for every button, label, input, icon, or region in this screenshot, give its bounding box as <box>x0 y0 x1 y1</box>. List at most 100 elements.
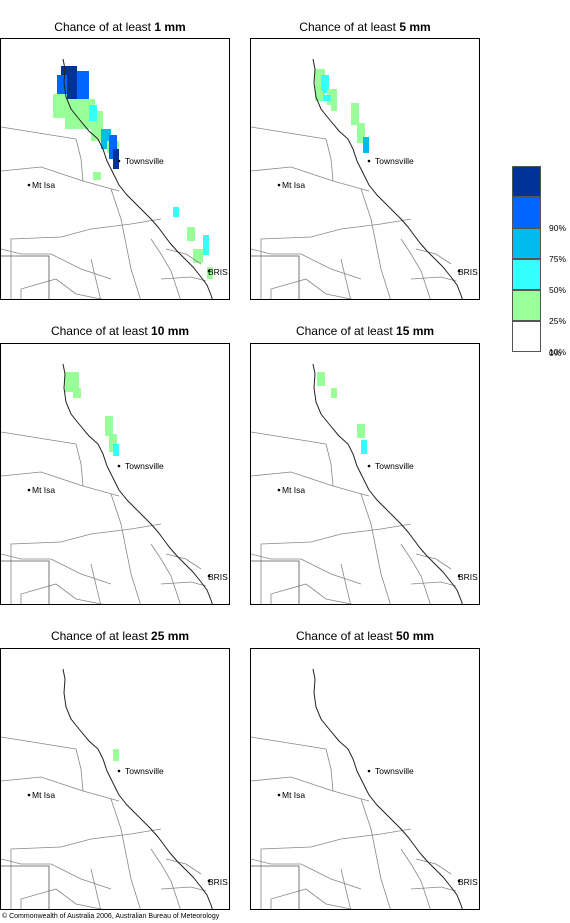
region-boundary <box>251 431 327 445</box>
rainfall-map: Townsville Mt Isa BRIS <box>0 38 230 300</box>
region-boundary <box>325 748 334 792</box>
legend-label: 75% <box>549 254 567 264</box>
rainfall-cell <box>187 227 195 241</box>
townsville-label: Townsville <box>125 156 164 166</box>
region-boundary <box>1 248 51 255</box>
rainfall-map: Townsville Mt Isa BRIS <box>250 38 480 300</box>
brisbane-label: BRIS <box>208 267 228 277</box>
panel-threshold: 10 mm <box>151 324 190 338</box>
region-boundary <box>251 736 327 750</box>
region-boundary <box>110 493 141 604</box>
region-boundary <box>251 553 301 560</box>
inset-box <box>251 255 300 299</box>
rainfall-map: Townsville Mt Isa BRIS <box>0 648 230 910</box>
rainfall-cell <box>173 207 179 217</box>
coastline <box>62 668 213 909</box>
coastline <box>312 363 463 604</box>
panel-threshold: 1 mm <box>154 20 186 34</box>
panel-threshold: 15 mm <box>396 324 435 338</box>
city-marker <box>277 183 281 187</box>
city-marker <box>27 488 31 492</box>
region-boundary <box>400 848 431 909</box>
rainfall-cell <box>203 235 209 255</box>
brisbane-label: BRIS <box>458 877 478 887</box>
region-boundary <box>410 581 457 587</box>
region-boundary <box>20 583 104 604</box>
panel-title-prefix: Chance of at least <box>50 629 152 643</box>
region-boundary <box>260 236 312 299</box>
city-marker <box>457 879 461 883</box>
rainfall-cell <box>53 94 67 118</box>
region-boundary <box>1 126 77 140</box>
region-boundary <box>1 553 51 560</box>
rainfall-cell <box>109 135 117 159</box>
region-boundary <box>251 858 301 865</box>
mt-isa-label: Mt Isa <box>32 180 56 190</box>
region-boundary <box>360 188 391 299</box>
inset-box <box>251 560 300 604</box>
region-boundary <box>10 541 62 604</box>
city-marker <box>207 574 211 578</box>
city-marker <box>117 464 121 468</box>
region-boundary <box>400 238 431 299</box>
panel-title-prefix: Chance of at least <box>299 20 400 34</box>
region-boundary <box>340 868 351 909</box>
region-boundary <box>20 888 104 909</box>
region-boundary <box>75 748 84 792</box>
rainfall-cell <box>317 372 325 386</box>
region-boundary <box>60 828 162 848</box>
region-boundary <box>270 583 354 604</box>
townsville-label: Townsville <box>375 766 414 776</box>
city-marker <box>457 574 461 578</box>
legend-swatch <box>512 321 541 352</box>
rainfall-cell <box>89 105 97 121</box>
inset-box <box>251 865 300 909</box>
region-boundary <box>415 553 452 570</box>
region-boundary <box>270 278 354 299</box>
rainfall-cell <box>331 105 337 111</box>
city-marker <box>367 464 371 468</box>
region-boundary <box>150 238 181 299</box>
region-boundary <box>251 471 370 497</box>
legend-label-zero: 0% <box>549 348 562 358</box>
region-boundary <box>50 253 112 280</box>
region-boundary <box>110 798 141 909</box>
townsville-label: Townsville <box>125 461 164 471</box>
copyright-notice: © Commonwealth of Australia 2006, Austra… <box>2 913 220 920</box>
region-boundary <box>1 858 51 865</box>
region-boundary <box>60 218 162 238</box>
coastline <box>62 58 213 299</box>
city-marker <box>27 183 31 187</box>
mt-isa-label: Mt Isa <box>282 790 306 800</box>
rainfall-cell <box>93 172 101 180</box>
region-boundary <box>300 558 362 585</box>
region-boundary <box>60 523 162 543</box>
region-boundary <box>310 523 412 543</box>
region-boundary <box>300 253 362 280</box>
mt-isa-label: Mt Isa <box>282 485 306 495</box>
inset-box <box>1 560 50 604</box>
rainfall-cell <box>73 388 81 398</box>
rainfall-cell <box>357 123 365 143</box>
panel-title: Chance of at least 1 mm <box>0 20 240 34</box>
rainfall-cell <box>321 75 329 93</box>
townsville-label: Townsville <box>375 156 414 166</box>
region-boundary <box>75 138 84 182</box>
rainfall-cell <box>361 440 367 454</box>
map-canvas <box>1 58 213 299</box>
rainfall-cell <box>113 749 119 761</box>
region-boundary <box>1 776 120 802</box>
rainfall-cell <box>363 137 369 153</box>
region-boundary <box>325 443 334 487</box>
region-boundary <box>160 886 207 892</box>
rainfall-cell <box>109 434 117 452</box>
map-canvas <box>1 363 213 604</box>
map-canvas <box>251 58 463 299</box>
region-boundary <box>150 543 181 604</box>
region-boundary <box>251 248 301 255</box>
region-boundary <box>90 868 101 909</box>
panel-threshold: 25 mm <box>151 629 190 643</box>
region-boundary <box>1 166 120 192</box>
region-boundary <box>90 563 101 604</box>
panel-title-prefix: Chance of at least <box>295 629 397 643</box>
